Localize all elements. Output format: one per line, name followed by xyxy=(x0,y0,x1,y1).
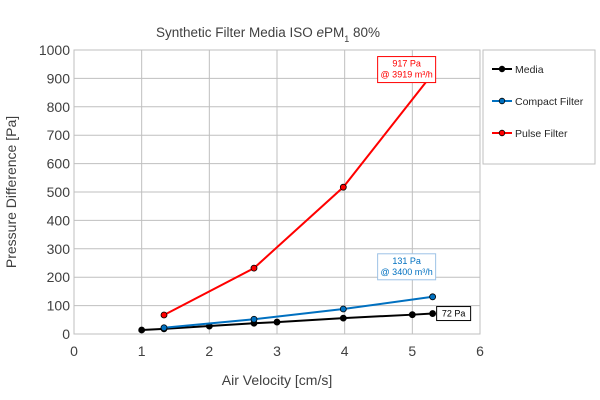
legend-label: Media xyxy=(515,64,544,76)
y-tick-label: 900 xyxy=(47,70,71,86)
y-tick-label: 1000 xyxy=(39,42,70,58)
annotation-box xyxy=(436,306,472,322)
data-point-media xyxy=(339,314,347,322)
data-point-pulse-filter xyxy=(160,311,168,319)
legend-item-media: Media xyxy=(492,64,544,76)
series-line-compact-filter xyxy=(163,295,433,329)
series xyxy=(138,70,437,334)
annotation-label: 917 Pa xyxy=(392,59,421,69)
annotation-label: @ 3919 m³/h xyxy=(381,70,433,80)
legend-swatch-marker xyxy=(498,97,506,105)
x-tick-label: 6 xyxy=(476,343,484,359)
x-tick-label: 1 xyxy=(138,343,146,359)
y-tick-label: 200 xyxy=(47,269,71,285)
legend: Media Compact Filter Pulse Filter xyxy=(482,49,596,165)
annotation-label: 131 Pa xyxy=(392,256,421,266)
data-point-media xyxy=(138,326,146,334)
series-line-media xyxy=(141,312,433,332)
annotation-box xyxy=(377,253,437,281)
grid xyxy=(73,49,481,335)
x-tick-label: 2 xyxy=(205,343,213,359)
x-tick-label: 5 xyxy=(408,343,416,359)
plot-frame xyxy=(73,49,481,335)
data-point-compact-filter xyxy=(250,315,258,323)
y-tick-label: 400 xyxy=(47,212,71,228)
legend-label: Pulse Filter xyxy=(515,128,568,140)
data-point-compact-filter xyxy=(339,305,347,313)
annotation-label: 72 Pa xyxy=(442,309,466,319)
y-axis-title: Pressure Difference [Pa] xyxy=(3,116,19,268)
data-point-compact-filter xyxy=(160,324,168,332)
data-point-media xyxy=(429,310,437,317)
series-media xyxy=(138,310,437,334)
data-point-pulse-filter xyxy=(250,264,258,272)
data-point-media xyxy=(408,311,416,319)
annotation-box xyxy=(377,56,437,84)
y-tick-label: 300 xyxy=(47,241,71,257)
data-point-pulse-filter xyxy=(339,183,347,191)
series-pulse-filter xyxy=(160,70,437,319)
series-compact-filter xyxy=(160,293,437,332)
annotation-media: 72 Pa xyxy=(436,306,472,322)
annotation-compact-filter: 131 Pa@ 3400 m³/h xyxy=(377,253,437,281)
data-point-media xyxy=(273,318,281,326)
y-tick-label: 0 xyxy=(62,326,70,342)
y-tick-label: 800 xyxy=(47,99,71,115)
legend-item-pulse-filter: Pulse Filter xyxy=(492,128,568,140)
chart-title: Synthetic Filter Media ISO ePM1 80% xyxy=(156,25,380,44)
series-line-pulse-filter xyxy=(163,72,434,316)
y-tick-label: 500 xyxy=(47,184,71,200)
y-tick-label: 100 xyxy=(47,298,71,314)
data-point-compact-filter xyxy=(429,293,437,301)
legend-label: Compact Filter xyxy=(515,96,584,108)
legend-swatch-marker xyxy=(498,129,506,137)
y-tick-label: 700 xyxy=(47,127,71,143)
tick-labels: 0 100 200 300 400 500 600 700 800 900 1000 0 1 2 3 4 5 6 xyxy=(39,42,484,359)
x-tick-label: 4 xyxy=(341,343,349,359)
legend-item-compact-filter: Compact Filter xyxy=(492,96,584,108)
x-tick-label: 3 xyxy=(273,343,281,359)
x-tick-label: 0 xyxy=(70,343,78,359)
y-tick-label: 600 xyxy=(47,156,71,172)
annotation-label: @ 3400 m³/h xyxy=(381,267,433,277)
x-axis-title: Air Velocity [cm/s] xyxy=(222,372,332,388)
annotation-pulse-filter: 917 Pa@ 3919 m³/h xyxy=(377,56,437,84)
legend-swatch-marker xyxy=(498,65,506,73)
annotations: 917 Pa@ 3919 m³/h 131 Pa@ 3400 m³/h 72 Pa xyxy=(377,56,472,322)
